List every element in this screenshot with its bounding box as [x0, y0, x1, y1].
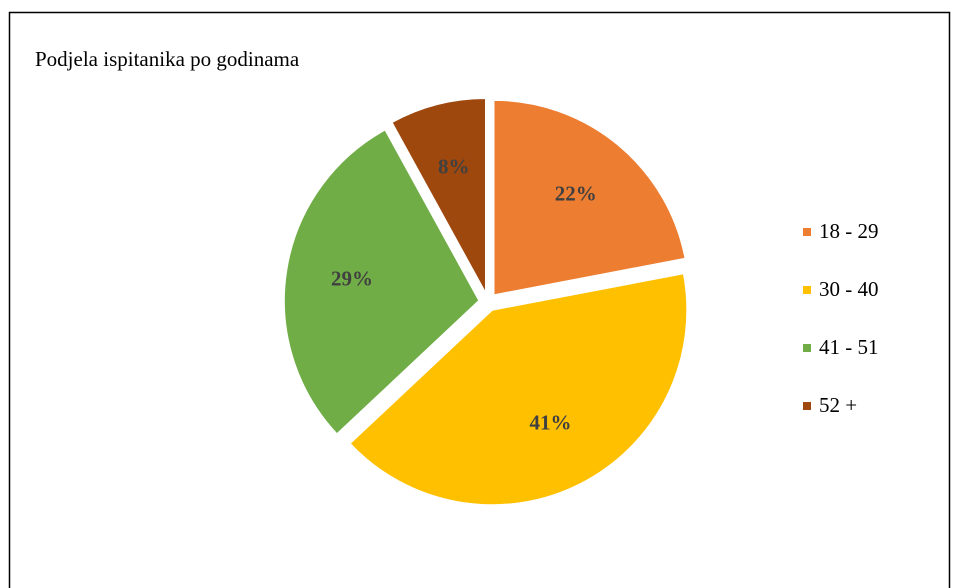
legend-label: 41 - 51 — [819, 335, 879, 359]
legend-label: 52 + — [819, 393, 857, 417]
legend-swatch — [803, 402, 811, 410]
chart-title: Podjela ispitanika po godinama — [35, 47, 300, 71]
frame — [8, 11, 951, 588]
pie-slice — [348, 272, 688, 506]
pie-slice — [492, 99, 687, 296]
pie-slice — [283, 128, 481, 436]
legend-swatch — [803, 286, 811, 294]
pie-slice — [390, 97, 487, 294]
data-label: 22% — [555, 182, 597, 206]
legend-label: 18 - 29 — [819, 219, 879, 243]
legend-swatch — [803, 344, 811, 352]
data-label: 8% — [438, 154, 470, 178]
data-label: 29% — [331, 266, 373, 290]
data-label: 41% — [530, 411, 572, 435]
legend-label: 30 - 40 — [819, 277, 879, 301]
legend-swatch — [803, 228, 811, 236]
